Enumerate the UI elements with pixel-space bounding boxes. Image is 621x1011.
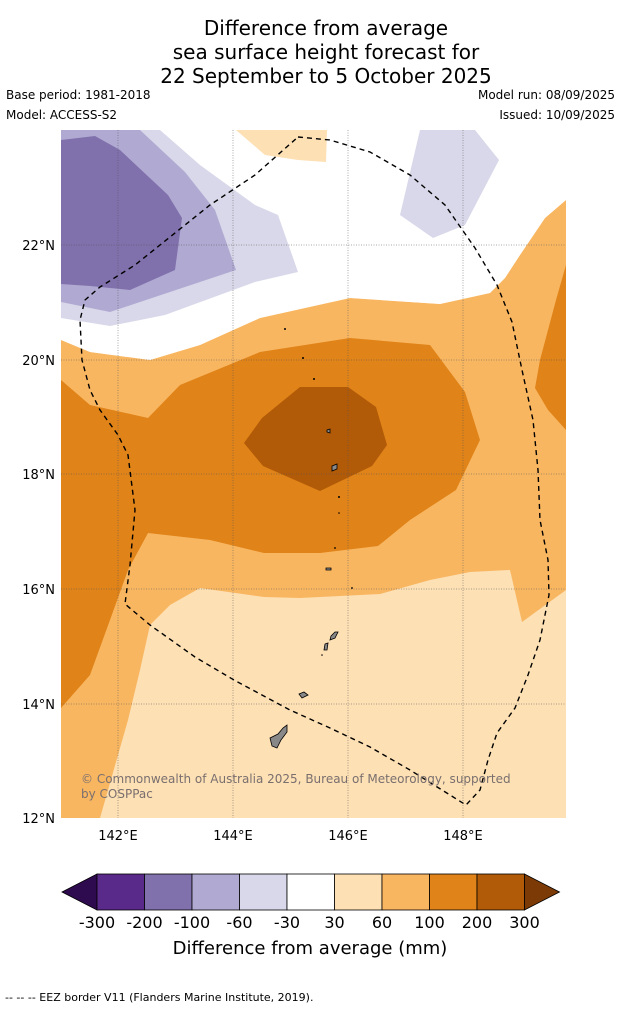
lon-label-148: 148°E	[443, 829, 483, 844]
island-tinian	[323, 642, 329, 651]
gridlines	[61, 130, 566, 818]
colorbar-tick-label: 300	[509, 913, 540, 932]
colorbar-tick-label: 200	[462, 913, 493, 932]
lon-label-144: 144°E	[213, 829, 253, 844]
contour-neg-60-30-east	[400, 130, 499, 238]
island-anatahan	[325, 567, 332, 571]
eez-border	[79, 136, 550, 806]
island-rota	[298, 691, 309, 699]
model-name: Model: ACCESS-S2	[6, 108, 118, 122]
colorbar-tick-label: -60	[226, 913, 252, 932]
colorbar-tick-label: 100	[414, 913, 445, 932]
lat-label-18: 18°N	[22, 468, 55, 483]
copyright-notice: © Commonwealth of Australia 2025, Bureau…	[81, 772, 511, 801]
lat-label-12: 12°N	[22, 812, 55, 827]
colorbar-segment	[381, 873, 430, 911]
islands	[269, 428, 339, 749]
chart-title: Difference from average sea surface heig…	[0, 16, 621, 88]
colorbar-tick-label: -200	[126, 913, 162, 932]
island-guam	[269, 724, 288, 749]
colorbar-title: Difference from average (mm)	[173, 938, 448, 959]
colorbar: -300 -200 -100 -60 -30 30 60 100 200 300	[61, 873, 561, 932]
lat-label-22: 22°N	[22, 239, 55, 254]
colorbar-extend-high	[524, 873, 561, 911]
colorbar-segment	[476, 873, 525, 911]
colorbar-segment	[191, 873, 240, 911]
island-agrihan	[326, 428, 331, 434]
eez-footnote: -- -- -- EEZ border V11 (Flanders Marine…	[5, 991, 314, 1004]
model-run: Model run: 08/09/2025	[477, 88, 615, 102]
issued-date: Issued: 10/09/2025	[499, 108, 615, 122]
colorbar-segment	[334, 873, 383, 911]
colorbar-segment	[429, 873, 478, 911]
title-line-2: sea surface height forecast for	[172, 40, 480, 64]
island-saipan	[329, 631, 339, 641]
colorbar-tick-label: 60	[372, 913, 392, 932]
colorbar-segment	[286, 873, 335, 911]
lat-label-14: 14°N	[22, 698, 55, 713]
contour-100-200-east	[535, 265, 566, 430]
lon-label-146: 146°E	[328, 829, 368, 844]
colorbar-tick-label: -30	[274, 913, 300, 932]
colorbar-tick-label: 30	[324, 913, 344, 932]
lat-label-20: 20°N	[22, 354, 55, 369]
colorbar-segment	[239, 873, 288, 911]
colorbar-tick-label: -100	[174, 913, 210, 932]
lat-label-16: 16°N	[22, 583, 55, 598]
lon-label-142: 142°E	[98, 829, 138, 844]
contour-200-300	[244, 387, 387, 491]
colorbar-extend-low	[61, 873, 98, 911]
island-pagan	[331, 463, 338, 472]
islets	[284, 328, 353, 656]
colorbar-tick-label: -300	[79, 913, 115, 932]
colorbar-segment	[96, 873, 145, 911]
colorbar-segment	[144, 873, 193, 911]
title-line-1: Difference from average	[203, 16, 449, 40]
title-line-3: 22 September to 5 October 2025	[160, 64, 492, 88]
base-period: Base period: 1981-2018	[6, 88, 151, 102]
